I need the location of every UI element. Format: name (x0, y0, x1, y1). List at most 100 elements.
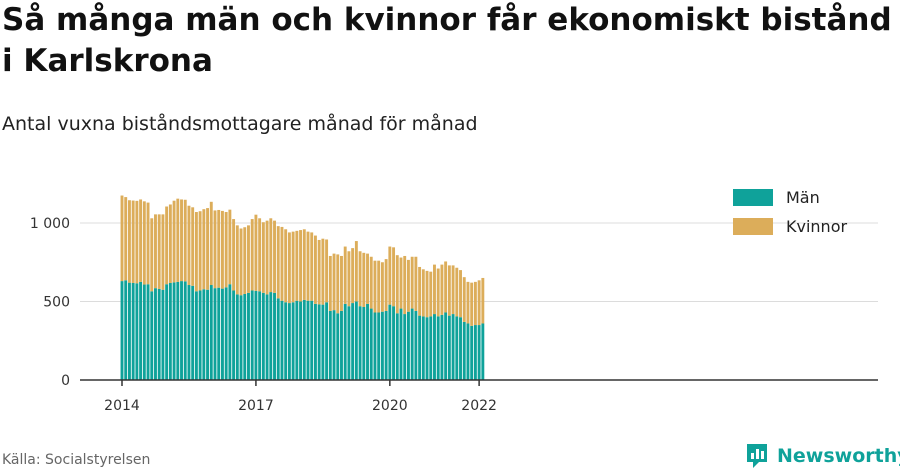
bar-women (142, 201, 146, 285)
bar-women (377, 260, 381, 313)
bar-men (287, 303, 291, 380)
bar-men (451, 314, 455, 380)
bar-women (354, 241, 358, 302)
bar-women (306, 231, 310, 301)
bar-men (410, 308, 414, 380)
bar-men (224, 287, 228, 380)
bar-men (176, 281, 180, 380)
bar-women (120, 195, 124, 282)
bar-women (198, 211, 202, 291)
y-tick-label: 0 (61, 373, 70, 389)
bar-women (269, 218, 273, 293)
bar-men (325, 302, 329, 380)
bar-women (392, 247, 396, 307)
bar-men (406, 311, 410, 380)
bar-women (340, 255, 343, 311)
bar-women (124, 197, 128, 281)
bar-men (295, 300, 299, 380)
bar-women (232, 219, 236, 291)
bar-women (176, 198, 180, 282)
bar-women (459, 270, 462, 318)
bar-men (183, 281, 187, 380)
bar-women (154, 214, 157, 289)
bar-men (395, 313, 399, 380)
bar-women (206, 208, 210, 290)
bar-women (455, 267, 459, 317)
bar-women (347, 251, 351, 307)
bar-men (209, 285, 213, 380)
bar-men (168, 282, 172, 380)
source-note: Källa: Socialstyrelsen (2, 452, 151, 468)
bar-women (481, 277, 485, 324)
bar-men (139, 281, 143, 380)
bar-men (444, 312, 448, 380)
bar-women (183, 199, 187, 282)
bar-women (366, 253, 369, 304)
bar-women (414, 256, 418, 311)
bar-women (313, 235, 317, 304)
bar-women (362, 252, 366, 307)
bar-men (146, 284, 150, 380)
bar-women (380, 262, 384, 312)
bar-women (194, 212, 198, 292)
legend-swatch-women (733, 218, 773, 235)
bar-men (235, 294, 239, 380)
bar-men (392, 306, 396, 380)
bar-men (172, 282, 176, 380)
bar-women (291, 231, 295, 303)
y-tick-label: 500 (43, 295, 70, 311)
bar-men (276, 298, 280, 380)
bar-women (235, 225, 239, 295)
bar-men (466, 323, 470, 380)
legend-swatch-men (733, 189, 773, 206)
bar-men (127, 282, 131, 380)
bar-men (302, 299, 306, 380)
legend-label-women: Kvinnor (786, 217, 847, 236)
bar-men (220, 288, 224, 380)
bar-women (310, 232, 314, 301)
bar-women (462, 277, 466, 322)
bar-women (395, 255, 399, 314)
bar-men (358, 306, 362, 380)
bar-men (317, 304, 321, 380)
bar-men (362, 306, 366, 380)
bar-women (139, 199, 143, 282)
bar-women (254, 214, 258, 291)
bar-men (369, 308, 373, 380)
bar-women (161, 214, 165, 290)
bar-women (336, 254, 340, 314)
bar-men (380, 311, 384, 380)
bar-men (336, 313, 340, 380)
bar-women (287, 232, 291, 304)
bar-women (384, 259, 388, 311)
bar-men (477, 325, 481, 380)
bar-men (124, 280, 128, 380)
brand-logo: Newsworthy (745, 441, 900, 471)
bar-men (421, 316, 425, 380)
bar-men (433, 314, 436, 380)
bar-men (247, 292, 250, 380)
bar-men (261, 292, 265, 380)
bar-men (150, 291, 154, 380)
bar-women (466, 281, 470, 324)
bar-women (358, 251, 362, 307)
bar-men (120, 281, 124, 380)
bar-women (373, 260, 377, 313)
bar-women (343, 246, 347, 304)
bar-women (403, 255, 407, 315)
bar-women (351, 248, 355, 304)
bar-men (377, 312, 381, 380)
bar-women (444, 261, 448, 313)
bar-women (273, 220, 276, 293)
bar-men (299, 301, 303, 380)
bar-men (161, 289, 165, 380)
bar-men (258, 291, 262, 380)
bar-women (332, 253, 336, 311)
bar-men (284, 302, 288, 380)
bar-women (187, 205, 191, 286)
bar-men (373, 312, 377, 380)
bar-women (157, 214, 161, 289)
bar-women (243, 227, 247, 294)
x-tick-label: 2020 (372, 398, 408, 414)
bar-women (429, 271, 433, 317)
